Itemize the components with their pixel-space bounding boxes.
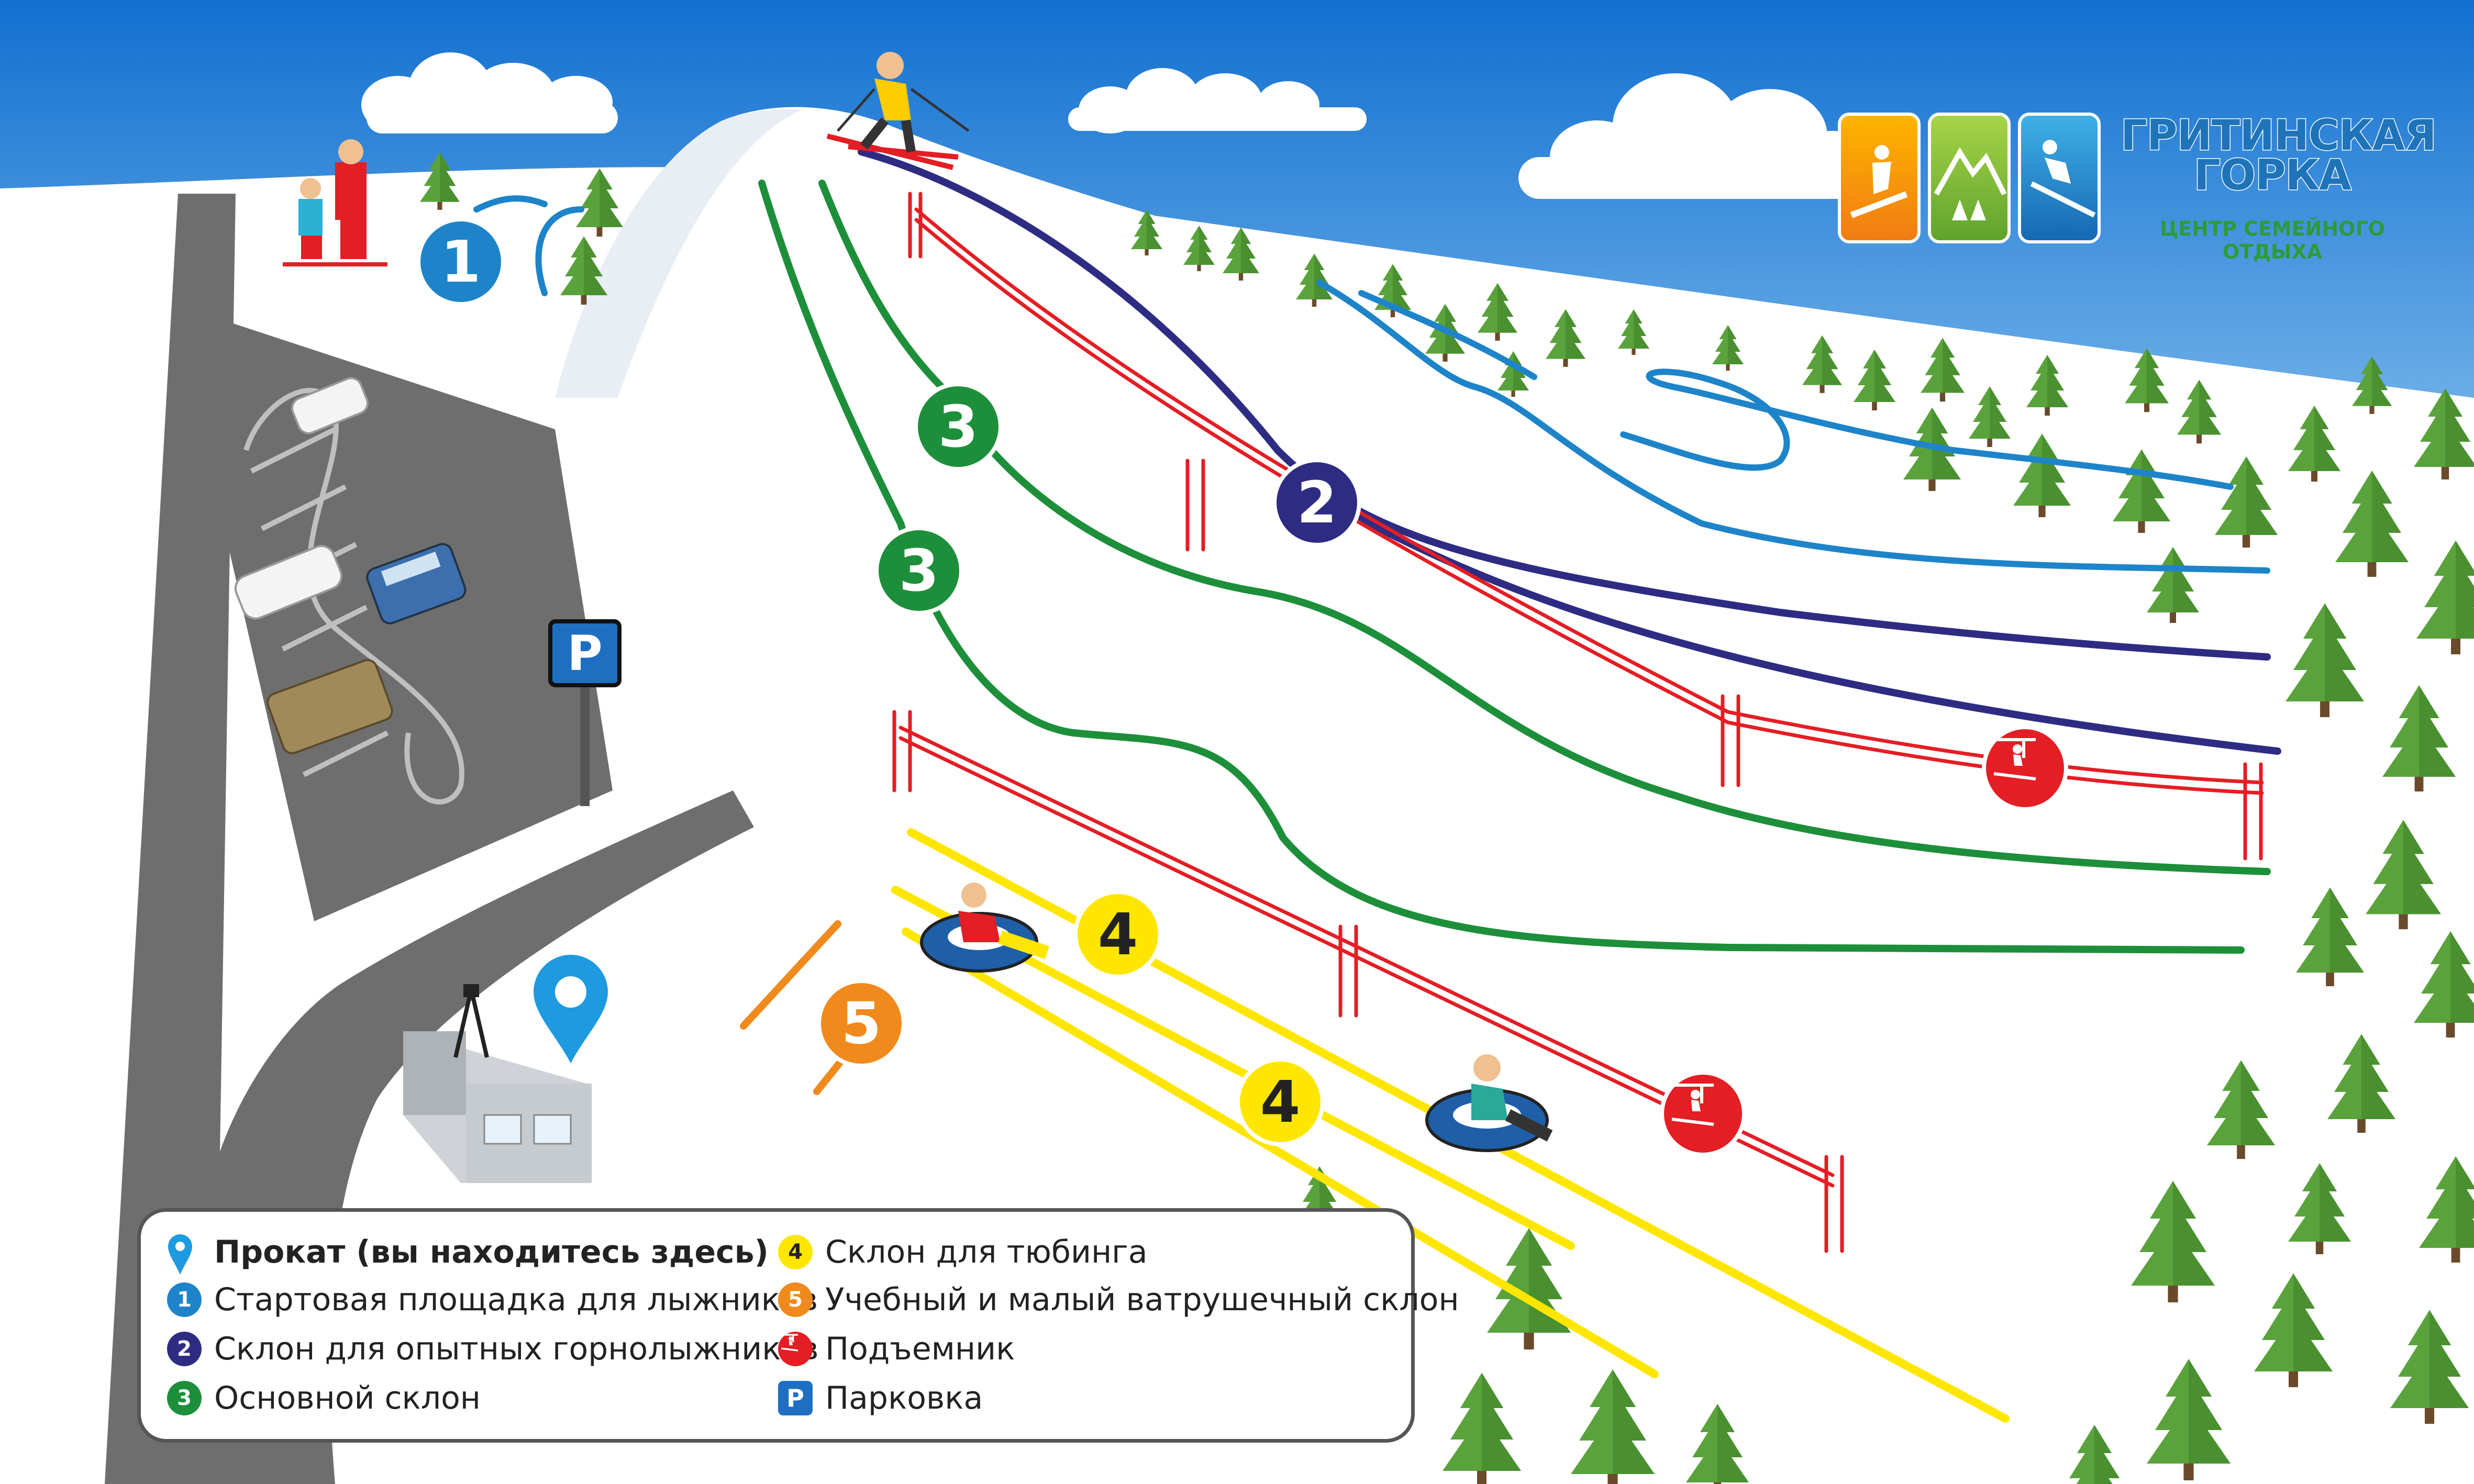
cloud bbox=[1068, 68, 1367, 133]
legend-item-5: 5 Учебный и малый ватрушечный склон bbox=[778, 1281, 1459, 1318]
rental-building bbox=[403, 984, 592, 1183]
route-1-badge: 1 bbox=[416, 217, 505, 306]
legend-item-rental: Прокат (вы находитесь здесь) bbox=[167, 1234, 769, 1275]
route-2 bbox=[858, 148, 2271, 661]
legend-item-lift: Подъемник bbox=[778, 1331, 1015, 1367]
logo-title-line2: ГОРКА bbox=[2193, 151, 2353, 199]
resort-logo: ГРИТИНСКАЯ ГОРКА ЦЕНТР СЕМЕЙНОГО ОТДЫХА bbox=[1838, 111, 2438, 263]
legend-item-parking: P Парковка bbox=[778, 1380, 983, 1416]
route-2-badge: 2 bbox=[1272, 458, 1361, 547]
logo-tile-snowboard bbox=[1838, 113, 1921, 243]
car-icon bbox=[234, 544, 343, 620]
route-3 bbox=[818, 180, 2271, 875]
parking-icon: P bbox=[778, 1381, 813, 1415]
legend-label: Склон для тюбинга bbox=[825, 1234, 1148, 1270]
legend-item-2: 2 Склон для опытных горнолыжников bbox=[167, 1331, 819, 1367]
route-3-badge: 3 bbox=[914, 382, 1003, 471]
legend-label: Основной склон bbox=[214, 1380, 481, 1416]
tuber-icon bbox=[920, 883, 1050, 973]
legend-marker-2: 2 bbox=[167, 1332, 202, 1366]
legend-marker-5: 5 bbox=[778, 1282, 813, 1317]
route-4-badge: 4 bbox=[1236, 1057, 1325, 1146]
car-icon bbox=[291, 377, 369, 434]
legend-marker-3: 3 bbox=[167, 1381, 202, 1415]
legend-label: Учебный и малый ватрушечный склон bbox=[825, 1281, 1459, 1318]
route-5 bbox=[740, 920, 841, 1030]
mountain-icon bbox=[1934, 147, 2007, 220]
legend-label: Подъемник bbox=[825, 1331, 1015, 1367]
ski-lift-upper bbox=[914, 207, 2264, 785]
legend-item-1: 1 Стартовая площадка для лыжников bbox=[167, 1281, 818, 1318]
map-legend: Прокат (вы находитесь здесь) 1 Стартовая… bbox=[137, 1208, 1459, 1443]
ski-lift-icon bbox=[1993, 738, 2036, 780]
family-skiers-icon bbox=[283, 139, 387, 266]
legend-item-4: 4 Склон для тюбинга bbox=[778, 1234, 1147, 1270]
parking-sign: P bbox=[548, 619, 622, 687]
snowboarder-icon bbox=[1850, 145, 1908, 218]
logo-title-line1: ГРИТИНСКАЯ bbox=[2120, 111, 2438, 160]
logo-subtitle: ЦЕНТР СЕМЕЙНОГО ОТДЫХА bbox=[2159, 217, 2386, 263]
legend-label: Прокат (вы находитесь здесь) bbox=[214, 1234, 769, 1270]
skier-icon bbox=[826, 52, 970, 170]
route-5-badge: 5 bbox=[817, 979, 906, 1068]
location-pin-icon bbox=[529, 951, 613, 1073]
suv-icon bbox=[267, 659, 393, 754]
logo-tile-mountains bbox=[1928, 113, 2011, 243]
road bbox=[105, 194, 754, 1484]
cloud bbox=[361, 52, 618, 133]
legend-marker-4: 4 bbox=[778, 1235, 813, 1269]
skier-logo-icon bbox=[2030, 140, 2096, 218]
route-4-badge: 4 bbox=[1073, 890, 1162, 979]
legend-label: Склон для опытных горнолыжников bbox=[214, 1331, 819, 1367]
legend-marker-1: 1 bbox=[167, 1282, 202, 1317]
legend-label: Парковка bbox=[825, 1380, 983, 1416]
ski-lift-marker bbox=[1982, 725, 2068, 811]
route-1 bbox=[473, 195, 548, 213]
ski-lift-icon bbox=[778, 1332, 813, 1366]
van-icon bbox=[366, 543, 467, 624]
route-3-badge: 3 bbox=[874, 526, 963, 615]
legend-item-3: 3 Основной склон bbox=[167, 1380, 481, 1416]
ski-lift-icon bbox=[1671, 1084, 1714, 1126]
logo-tile-skier bbox=[2018, 113, 2101, 243]
ski-lift-marker bbox=[1660, 1070, 1746, 1157]
legend-label: Стартовая площадка для лыжников bbox=[214, 1281, 818, 1318]
logo-title: ГРИТИНСКАЯ ГОРКА bbox=[2120, 111, 2438, 199]
tuber-icon bbox=[1425, 1054, 1553, 1152]
